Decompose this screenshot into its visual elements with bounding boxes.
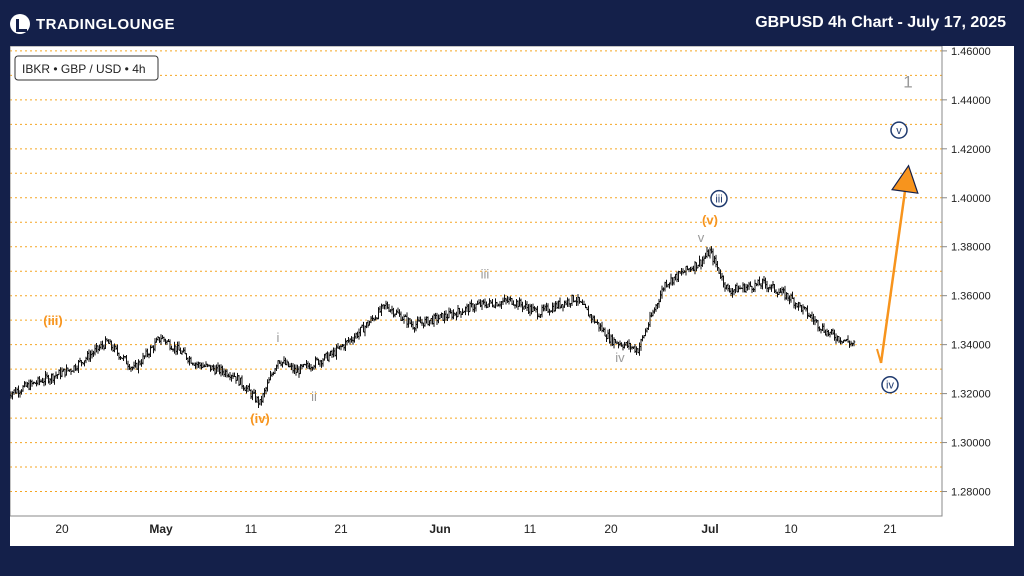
x-tick-label: 11 [245,522,258,536]
y-tick-label: 1.36000 [951,291,991,303]
x-axis: 20 May 11 21 Jun 11 20 Jul 10 21 [55,522,897,536]
wave-label-circle [881,375,899,394]
symbol-badge: IBKR • GBP / USD • 4h [14,55,159,81]
plot-border [9,45,943,517]
x-tick-label: 21 [334,522,348,536]
y-tick-label: 1.38000 [951,242,991,254]
y-tick-label: 1.34000 [951,340,991,352]
price-bars [6,246,856,408]
x-tick-label: Jul [701,522,718,536]
grid-lines [10,50,942,493]
wave-label: v [896,125,902,137]
x-tick-label: 11 [524,522,537,536]
x-tick-label: 10 [784,522,798,536]
x-tick-label: 20 [604,522,618,536]
wave-label: i [277,330,280,345]
wave-label-circle [710,189,728,208]
y-tick-label: 1.28000 [951,487,991,499]
chart-area: (iii) (iv) i ii iii iv v (v) iii iv v 1 1.46000 1.44… [6,45,1014,546]
projection-arrowhead [891,164,919,194]
projection [876,164,919,364]
y-tick-label: 1.40000 [951,193,991,205]
symbol-label: IBKR • GBP / USD • 4h [22,62,146,76]
wave-label: (v) [702,213,718,228]
y-tick-label: 1.46000 [951,46,991,58]
wave-label: v [698,230,705,245]
wave-label: iii [715,194,722,206]
wave-label: ii [311,389,317,404]
logo-text: TRADINGLOUNGE [36,15,175,33]
logo-icon [10,14,30,34]
header: TRADINGLOUNGE GBPUSD 4h Chart - July 17,… [0,0,1024,46]
y-tick-label: 1.32000 [951,389,991,401]
wave-label: iv [886,380,894,392]
projection-start-tick [876,348,882,364]
wave-label-circle [890,121,908,139]
chart-title: GBPUSD 4h Chart - July 17, 2025 [755,14,1006,31]
x-tick-label: 20 [55,522,69,536]
wave-label: iv [615,350,625,365]
y-tick-label: 1.44000 [951,95,991,107]
projection-line [879,169,910,364]
wave-label: (iii) [43,313,63,328]
x-tick-label: 21 [883,522,897,536]
wave-label: (iv) [250,411,270,426]
y-axis: 1.46000 1.44000 1.42000 1.40000 1.38000 1.360… [942,46,991,499]
y-tick-label: 1.42000 [951,144,991,156]
x-tick-label: Jun [429,522,450,536]
brand-logo: TRADINGLOUNGE [10,13,175,35]
wave-label: iii [481,267,490,282]
wave-label: 1 [903,73,912,92]
x-tick-label: May [149,522,173,536]
y-tick-label: 1.30000 [951,438,991,450]
